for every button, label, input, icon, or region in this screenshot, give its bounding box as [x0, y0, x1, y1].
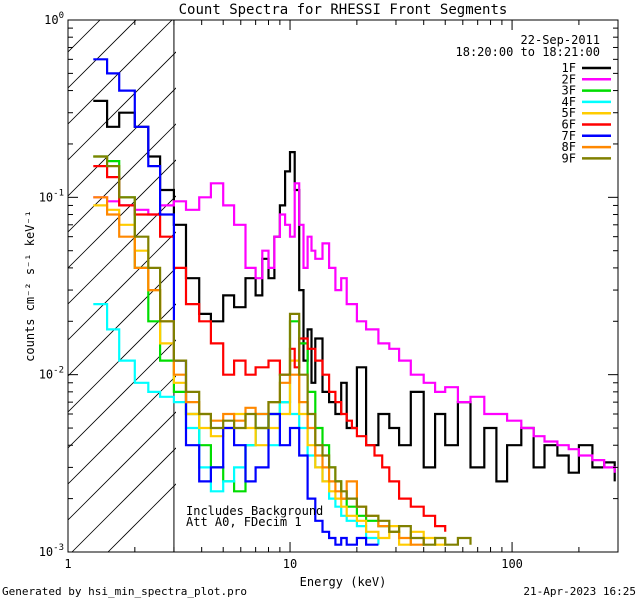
hatch-line: [68, 303, 176, 413]
annotation-background: Includes Background: [186, 504, 323, 518]
series-line-8F: [93, 196, 425, 546]
legend-label-3F: 3F: [562, 84, 576, 98]
series-layer: [93, 58, 616, 546]
y-tick-label: 100: [44, 11, 64, 27]
legend-label-4F: 4F: [562, 95, 576, 109]
hatch-line: [68, 375, 176, 485]
series-line-7F: [93, 58, 379, 546]
y-tick-label: 10-1: [39, 188, 64, 204]
series-line-6F: [93, 165, 447, 532]
time-range-label: 18:20:00 to 18:21:00: [456, 45, 601, 59]
legend-label-8F: 8F: [562, 140, 576, 154]
series-line-1F: [93, 99, 616, 483]
footer-timestamp: 21-Apr-2023 16:25: [523, 585, 636, 598]
chart-title: Count Spectra for RHESSI Front Segments: [179, 2, 508, 18]
plot-frame: [67, 19, 619, 553]
x-tick-label: 1: [64, 557, 71, 571]
hatched-region: [68, 20, 176, 552]
legend-label-6F: 6F: [562, 118, 576, 132]
y-axis-label: counts cm⁻² s⁻¹ keV⁻¹: [23, 210, 37, 362]
series-line-2F: [93, 182, 616, 473]
legend-label-2F: 2F: [562, 72, 576, 86]
date-label: 22-Sep-2011: [521, 33, 600, 47]
legend-label-9F: 9F: [562, 151, 576, 165]
legend-label-7F: 7F: [562, 129, 576, 143]
y-tick-label: 10-2: [39, 366, 64, 382]
series-line-9F: [93, 155, 472, 546]
axes: 1 10 100 10-3 10-2 10-1 100: [39, 11, 619, 571]
footer-generated-by: Generated by hsi_min_spectra_plot.pro: [2, 585, 247, 598]
hatch-line: [107, 483, 176, 552]
legend-label-5F: 5F: [562, 106, 576, 120]
x-tick-label: 100: [501, 557, 523, 571]
legend-label-1F: 1F: [562, 61, 576, 75]
x-axis-label: Energy (keV): [300, 575, 387, 589]
x-tick-label: 10: [283, 557, 297, 571]
hatch-line: [68, 20, 173, 125]
y-tick-label: 10-3: [39, 543, 64, 559]
hatch-line: [68, 51, 176, 161]
annotation-attenuator: Att A0, FDecim 1: [186, 515, 302, 529]
hatch-line: [68, 339, 176, 449]
hatch-line: [71, 447, 176, 552]
